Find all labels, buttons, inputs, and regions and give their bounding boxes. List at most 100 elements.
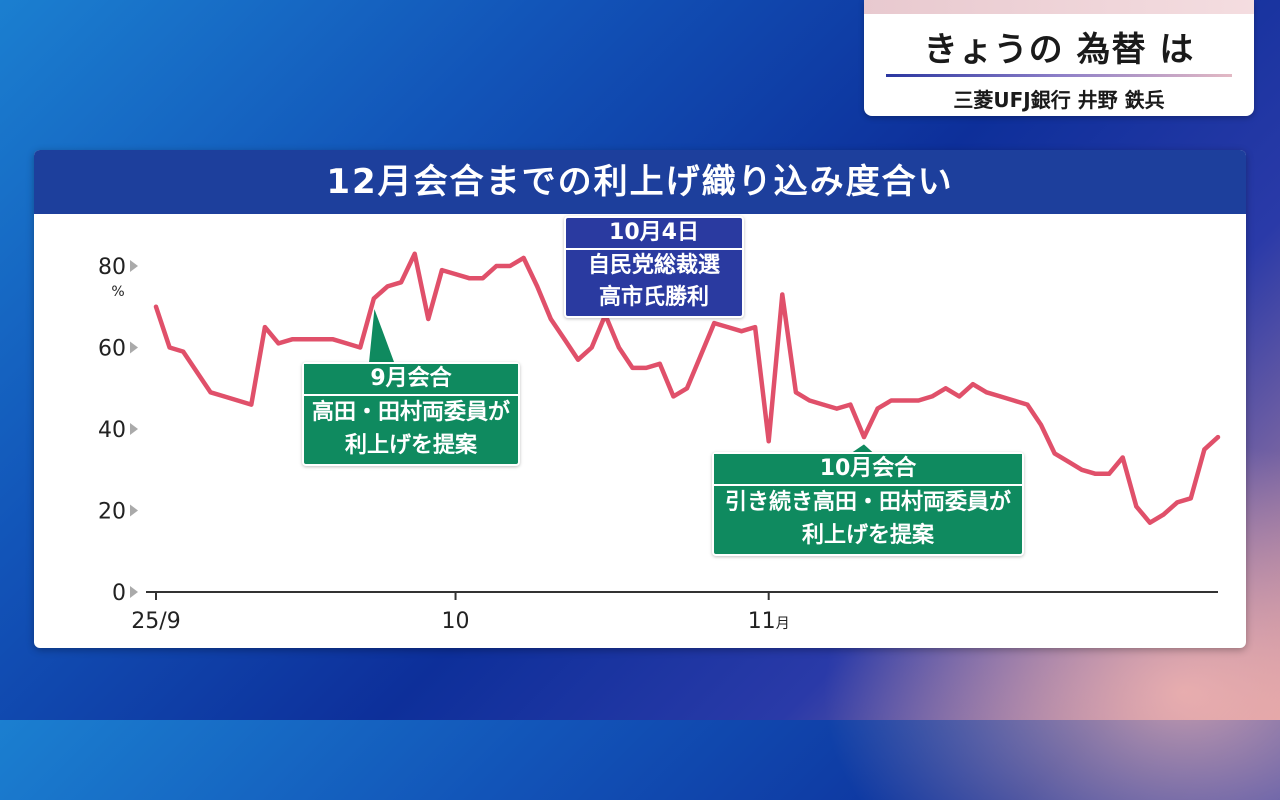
data-point <box>712 321 717 326</box>
y-tick-label: 60 <box>98 337 126 362</box>
annotation-october-meeting: 10月会合 引き続き高田・田村両委員が 利上げを提案 <box>712 452 1024 556</box>
annotation-head: 10月会合 <box>714 454 1022 486</box>
data-point <box>1025 402 1030 407</box>
y-tick-label: 80 <box>98 255 126 280</box>
y-tick-label: 20 <box>98 500 126 525</box>
y-tick-marker <box>130 341 138 354</box>
data-point <box>480 276 485 281</box>
data-point <box>930 394 935 399</box>
data-point <box>862 435 866 440</box>
data-point <box>290 337 295 342</box>
y-tick-label: 40 <box>98 418 126 443</box>
program-title-box: きょうの 為替 は 三菱UFJ銀行 井野 鉄兵 <box>864 0 1254 116</box>
data-point <box>616 345 621 350</box>
annotation-ldp-election: 10月4日 自民党総裁選 高市氏勝利 <box>564 216 744 318</box>
data-point <box>1093 471 1098 476</box>
data-point <box>181 349 186 354</box>
data-point <box>548 316 553 321</box>
data-point <box>753 325 758 330</box>
y-axis-unit: % <box>111 284 124 300</box>
data-point <box>521 255 526 260</box>
data-point <box>194 369 199 374</box>
data-point <box>630 365 635 370</box>
data-point <box>331 337 335 342</box>
data-point <box>317 337 322 342</box>
data-point <box>222 394 227 399</box>
data-point <box>1161 512 1166 517</box>
data-point <box>889 398 894 403</box>
y-tick-marker <box>130 504 138 517</box>
annotation-body-line: 高市氏勝利 <box>598 285 709 310</box>
data-point <box>303 337 308 342</box>
data-point <box>1120 455 1125 460</box>
annotation-body-line: 高田・田村両委員が <box>311 400 510 425</box>
y-tick-marker <box>130 260 138 272</box>
data-point <box>358 345 363 350</box>
data-point <box>276 341 281 346</box>
chart-title: 12月会合までの利上げ織り込み度合い <box>34 150 1246 214</box>
data-point <box>671 394 676 399</box>
data-point <box>657 361 662 366</box>
annotation-body-line: 利上げを提案 <box>801 523 934 548</box>
x-tick-unit: 月 <box>776 616 790 632</box>
data-point <box>508 264 512 268</box>
data-point <box>1202 447 1207 452</box>
data-point <box>685 386 689 391</box>
data-point <box>344 341 349 346</box>
data-point <box>698 353 703 358</box>
data-point <box>1107 471 1112 476</box>
y-tick-label: 0 <box>112 581 126 606</box>
data-point <box>821 402 826 407</box>
data-point <box>1079 467 1084 472</box>
x-tick-label: 11月 <box>748 609 790 634</box>
data-point <box>875 406 880 411</box>
x-tick-label: 25/9 <box>131 609 180 634</box>
title-box-topbar <box>864 0 1254 14</box>
program-subtitle: 三菱UFJ銀行 井野 鉄兵 <box>953 88 1165 112</box>
data-point <box>902 398 907 403</box>
x-tick-label: 10 <box>442 609 470 634</box>
data-point <box>399 280 404 285</box>
data-point <box>249 402 254 407</box>
data-point <box>494 264 499 268</box>
data-point <box>848 402 853 407</box>
data-point <box>154 304 158 309</box>
data-point <box>1147 520 1152 525</box>
data-point <box>1052 451 1057 456</box>
data-point <box>426 316 431 321</box>
annotation-head: 9月会合 <box>304 364 518 396</box>
data-point <box>957 394 962 399</box>
data-point <box>943 386 948 391</box>
y-tick-marker <box>130 586 138 598</box>
data-point <box>1011 398 1016 403</box>
data-point <box>644 365 649 370</box>
data-point <box>535 284 540 289</box>
data-point <box>766 439 771 444</box>
data-point <box>576 357 581 362</box>
data-point <box>725 325 730 330</box>
data-point <box>1066 459 1071 464</box>
annotation-pointer <box>366 304 398 365</box>
data-point <box>793 390 798 395</box>
data-point <box>780 292 785 297</box>
data-point <box>562 337 567 342</box>
data-point <box>739 329 744 334</box>
annotation-head: 10月4日 <box>566 218 742 250</box>
data-point <box>385 284 390 289</box>
data-point <box>208 390 213 395</box>
data-point <box>984 390 989 395</box>
data-point <box>262 325 267 330</box>
title-divider <box>886 74 1232 77</box>
annotation-september-meeting: 9月会合 高田・田村両委員が 利上げを提案 <box>302 362 520 466</box>
data-point <box>1134 504 1139 509</box>
data-point <box>453 272 458 277</box>
data-point <box>589 345 594 350</box>
annotation-body-line: 利上げを提案 <box>344 433 477 458</box>
data-point <box>1175 500 1180 505</box>
data-point <box>998 394 1003 399</box>
data-point <box>970 382 975 387</box>
data-point <box>1039 422 1043 427</box>
annotation-body-line: 引き続き高田・田村両委員が <box>724 490 1011 515</box>
data-point <box>371 296 376 301</box>
data-point <box>412 251 417 256</box>
